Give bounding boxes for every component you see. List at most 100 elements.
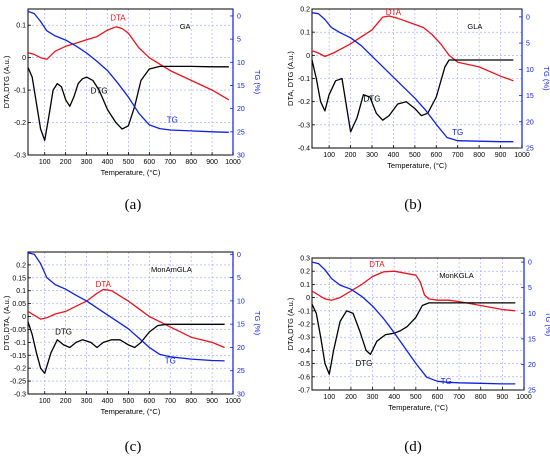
series-line-dta bbox=[27, 26, 230, 101]
x-tick-label: 500 bbox=[410, 394, 422, 401]
series-label-dtg: DTG bbox=[55, 328, 72, 337]
y-left-tick-label: 0 bbox=[22, 314, 26, 321]
series-line-tg bbox=[27, 252, 225, 362]
series-label-tg: TG bbox=[165, 357, 176, 366]
grid bbox=[28, 252, 234, 395]
y-right-axis-title: TG (%) bbox=[544, 312, 550, 337]
y-left-tick-label: 0.05 bbox=[12, 301, 26, 308]
series-line-dta bbox=[27, 288, 225, 349]
x-tick-label: 400 bbox=[102, 398, 114, 405]
x-tick-label: 600 bbox=[430, 152, 442, 159]
series-label-dta: DTA bbox=[96, 280, 112, 289]
x-tick-label: 200 bbox=[60, 159, 72, 166]
y-left-axis-title: DTA,DTG (A.u.) bbox=[286, 297, 295, 350]
x-tick-label: 700 bbox=[164, 398, 176, 405]
y-right-tick-label: 15 bbox=[237, 83, 245, 90]
y-left-tick-label: -0.15 bbox=[10, 353, 26, 360]
series-label-dta: DTA bbox=[386, 8, 402, 17]
y-right-axis-title: TG (%) bbox=[253, 311, 262, 336]
panel-label: (a) bbox=[125, 197, 142, 213]
x-tick-label: 900 bbox=[495, 152, 507, 159]
x-axis-title: Temperature, (°C) bbox=[101, 168, 161, 177]
y-left-tick-label: -0.2 bbox=[14, 120, 26, 127]
x-tick-label: 800 bbox=[185, 398, 197, 405]
x-tick-label: 1000 bbox=[514, 152, 530, 159]
y-right-tick-label: 5 bbox=[526, 41, 530, 48]
x-tick-label: 100 bbox=[39, 398, 51, 405]
x-tick-label: 800 bbox=[185, 159, 197, 166]
y-right-tick-label: 5 bbox=[237, 275, 241, 282]
x-axis-title: Temperature, (°C) bbox=[387, 161, 447, 170]
y-right-tick-label: 25 bbox=[237, 368, 245, 375]
series-line-dta bbox=[311, 270, 516, 312]
x-tick-label: 700 bbox=[452, 152, 464, 159]
y-left-tick-label: -0.7 bbox=[298, 388, 310, 395]
grid bbox=[28, 9, 234, 156]
y-left-tick-label: -0.6 bbox=[298, 374, 310, 381]
panel-label: (c) bbox=[125, 439, 142, 455]
y-left-tick-label: -0.4 bbox=[298, 146, 310, 153]
y-left-tick-label: -0.1 bbox=[14, 88, 26, 95]
x-tick-label: 700 bbox=[164, 159, 176, 166]
x-tick-label: 200 bbox=[345, 394, 357, 401]
x-tick-label: 500 bbox=[123, 159, 135, 166]
y-left-tick-label: -0.1 bbox=[298, 308, 310, 315]
sample-label: GA bbox=[180, 22, 191, 31]
series-line-dtg bbox=[311, 59, 514, 133]
series-label-tg: TG bbox=[452, 128, 463, 137]
series-line-dtg bbox=[311, 302, 516, 375]
y-right-tick-label: 5 bbox=[237, 37, 241, 44]
plot-frame bbox=[27, 251, 234, 395]
x-tick-label: 1000 bbox=[225, 398, 241, 405]
plot-frame bbox=[27, 8, 234, 156]
y-left-tick-label: 0.3 bbox=[300, 256, 310, 263]
x-tick-label: 100 bbox=[323, 394, 335, 401]
y-right-tick-label: 10 bbox=[526, 67, 534, 74]
y-right-tick-label: 25 bbox=[526, 146, 534, 153]
x-tick-label: 600 bbox=[432, 394, 444, 401]
series-label-tg: TG bbox=[441, 377, 452, 386]
series-label-dtg: DTG bbox=[364, 95, 381, 104]
x-tick-label: 200 bbox=[60, 398, 72, 405]
y-right-tick-label: 25 bbox=[528, 388, 536, 395]
panel-label: (d) bbox=[404, 439, 422, 455]
y-left-tick-label: -0.1 bbox=[298, 76, 310, 83]
chart-panel-1: 100 200 300 400 500 600 700 800 900 10000.10-0.1-… bbox=[2, 8, 262, 213]
sample-label: GLA bbox=[467, 22, 482, 31]
y-right-axis-title: TG (%) bbox=[253, 70, 262, 95]
series-label-dta: DTA bbox=[110, 13, 126, 22]
series-label-dtg: DTG bbox=[355, 359, 372, 368]
y-left-axis-title: DTA, DTG (A.u.) bbox=[286, 51, 295, 106]
x-axis-title: Temperature, (°C) bbox=[388, 403, 448, 412]
series-label-dtg: DTG bbox=[91, 86, 108, 95]
x-tick-label: 1000 bbox=[225, 159, 241, 166]
series-line-tg bbox=[311, 261, 516, 385]
x-tick-label: 400 bbox=[388, 394, 400, 401]
y-right-tick-label: 0 bbox=[526, 14, 530, 21]
y-left-tick-label: 0 bbox=[22, 55, 26, 62]
y-left-tick-label: 0.2 bbox=[300, 7, 310, 14]
y-left-tick-label: -0.25 bbox=[10, 379, 26, 386]
y-right-tick-label: 10 bbox=[237, 298, 245, 305]
x-tick-label: 400 bbox=[102, 159, 114, 166]
series-line-dtg bbox=[27, 321, 225, 374]
x-tick-label: 900 bbox=[206, 159, 218, 166]
y-right-tick-label: 10 bbox=[237, 60, 245, 67]
x-tick-label: 700 bbox=[453, 394, 465, 401]
y-left-tick-label: -0.4 bbox=[298, 348, 310, 355]
x-tick-label: 900 bbox=[497, 394, 509, 401]
y-right-tick-label: 10 bbox=[528, 311, 536, 318]
y-right-axis-title: TG (%) bbox=[542, 66, 550, 91]
y-left-tick-label: -0.3 bbox=[298, 122, 310, 129]
y-left-tick-label: 0.1 bbox=[16, 23, 26, 30]
x-tick-label: 800 bbox=[473, 152, 485, 159]
y-left-tick-label: -0.05 bbox=[10, 327, 26, 334]
chart-panel-2: 100 200 300 400 500 600 700 800 900 10000.20.10-0… bbox=[286, 7, 550, 214]
x-tick-label: 200 bbox=[345, 152, 357, 159]
series-label-tg: TG bbox=[167, 116, 178, 125]
x-tick-label: 1000 bbox=[516, 394, 532, 401]
y-right-tick-label: 0 bbox=[237, 13, 241, 20]
y-right-tick-label: 20 bbox=[526, 119, 534, 126]
y-left-tick-label: 0.1 bbox=[300, 282, 310, 289]
